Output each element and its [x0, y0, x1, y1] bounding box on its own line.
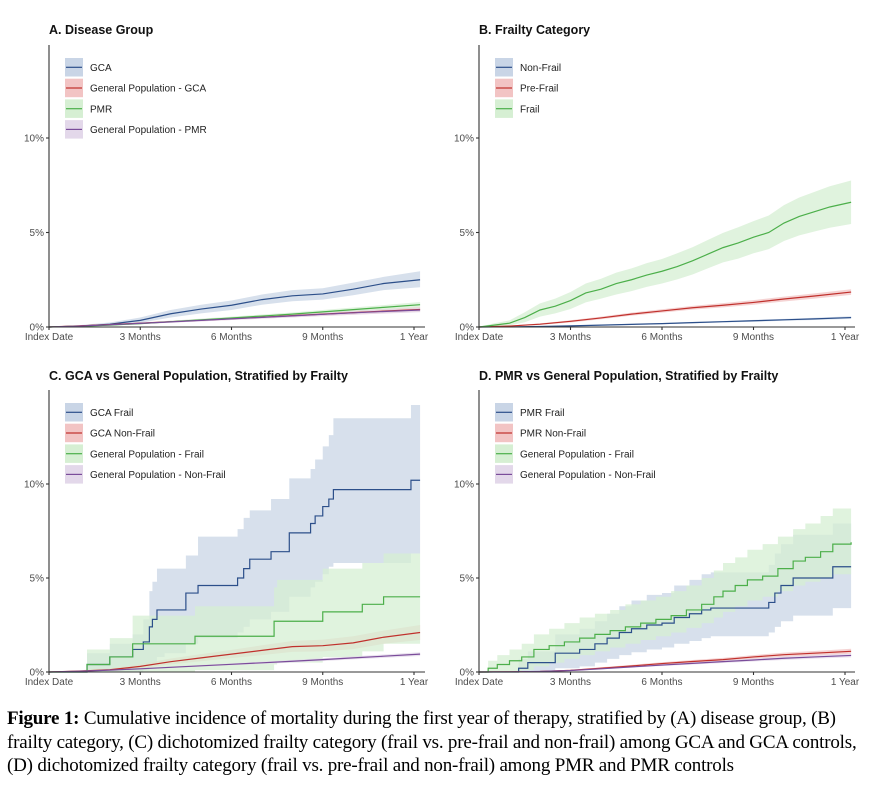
series-line-general-population-frail	[479, 542, 852, 673]
legend-item-pmr-non-frail: PMR Non-Frail	[495, 423, 586, 443]
x-tick-label: 3 Months	[550, 332, 591, 343]
legend-item-gca-non-frail: GCA Non-Frail	[65, 423, 155, 443]
x-tick-label: 9 Months	[302, 332, 343, 343]
legend-label: Pre-Frail	[520, 84, 558, 95]
legend-label: General Population - PMR	[90, 125, 207, 136]
x-tick-label: 1 Year	[400, 332, 429, 343]
x-tick-label: 1 Year	[400, 677, 429, 688]
x-tick-label: Index Date	[455, 677, 504, 688]
figure-1-cumulative-incidence: A. Disease Group 0% 5% 10% Index Date 3 Month…	[24, 23, 860, 688]
panel-title: D. PMR vs General Population, Stratified…	[479, 369, 778, 383]
x-tick-label: 6 Months	[211, 332, 252, 343]
plot-area	[48, 405, 421, 673]
legend-item-general-population-non-frail: General Population - Non-Frail	[495, 465, 656, 484]
legend: Non-Frail Pre-Frail Frail	[495, 58, 561, 118]
panel-title: C. GCA vs General Population, Stratified…	[49, 369, 348, 383]
x-tick-label: Index Date	[25, 677, 74, 688]
y-tick-label: 0%	[460, 323, 475, 334]
y-tick-label: 10%	[454, 134, 474, 145]
y-tick-label: 0%	[460, 668, 475, 679]
legend: GCA General Population - GCA PMR General Po…	[65, 58, 207, 139]
panel-d: D. PMR vs General Population, Stratified…	[454, 369, 860, 688]
x-tick-label: 1 Year	[831, 332, 860, 343]
plot-area	[478, 504, 852, 673]
y-tick-label: 5%	[30, 228, 45, 239]
y-tick-label: 10%	[24, 134, 44, 145]
x-tick-label: 3 Months	[120, 332, 161, 343]
x-tick-label: 1 Year	[831, 677, 860, 688]
series-line-general-population-non-frail	[478, 654, 852, 673]
legend-label: Non-Frail	[520, 63, 561, 74]
legend-label: General Population - Non-Frail	[90, 470, 226, 481]
y-tick-label: 5%	[30, 574, 45, 585]
x-tick-label: 9 Months	[733, 677, 774, 688]
legend-item-general-population-pmr: General Population - PMR	[65, 120, 207, 139]
x-tick-label: 6 Months	[641, 677, 682, 688]
y-tick-label: 0%	[30, 323, 45, 334]
y-tick-label: 5%	[460, 574, 475, 585]
plot-area	[478, 180, 852, 328]
legend: PMR Frail PMR Non-Frail General Population…	[495, 403, 656, 484]
caption-label: Figure 1:	[7, 708, 80, 729]
series-line-frail	[478, 201, 852, 328]
series-line-pre-frail	[478, 291, 852, 328]
series-line-general-population-frail	[49, 596, 421, 673]
legend-item-general-population-non-frail: General Population - Non-Frail	[65, 465, 226, 484]
x-tick-label: 6 Months	[641, 332, 682, 343]
caption-text: Cumulative incidence of mortality during…	[7, 708, 857, 776]
x-tick-label: 6 Months	[211, 677, 252, 688]
panel-title: B. Frailty Category	[479, 23, 590, 37]
series-line-pmr-frail	[479, 566, 852, 673]
legend-item-frail: Frail	[495, 99, 539, 118]
legend-label: General Population - Frail	[90, 449, 204, 460]
legend-item-pre-frail: Pre-Frail	[495, 78, 558, 98]
ci-band-general-population-non-frail	[479, 653, 852, 672]
legend-label: PMR	[90, 104, 112, 115]
plot-area	[48, 271, 421, 328]
x-tick-label: Index Date	[25, 332, 74, 343]
legend-label: Frail	[520, 104, 539, 115]
ci-band-general-population-frail	[479, 504, 852, 672]
legend-label: GCA Frail	[90, 408, 133, 419]
legend-item-general-population-frail: General Population - Frail	[65, 444, 204, 463]
panel-b: B. Frailty Category 0% 5% 10% Index Date 3 Mo…	[454, 23, 860, 343]
legend-label: PMR Non-Frail	[520, 429, 586, 440]
legend-item-pmr-frail: PMR Frail	[495, 403, 564, 422]
figure-caption: Figure 1: Cumulative incidence of mortal…	[7, 707, 867, 778]
y-tick-label: 0%	[30, 668, 45, 679]
legend-label: GCA Non-Frail	[90, 429, 155, 440]
x-tick-label: 9 Months	[733, 332, 774, 343]
y-tick-label: 10%	[454, 480, 474, 491]
legend-label: PMR Frail	[520, 408, 564, 419]
y-tick-label: 5%	[460, 228, 475, 239]
series-line-general-population-non-frail	[48, 653, 421, 673]
legend-label: General Population - GCA	[90, 84, 207, 95]
y-tick-label: 10%	[24, 480, 44, 491]
legend-item-gca-frail: GCA Frail	[65, 403, 133, 422]
series-line-general-population-pmr	[48, 309, 421, 328]
ci-band-general-population-pmr	[49, 307, 421, 327]
x-tick-label: Index Date	[455, 332, 504, 343]
ci-band-general-population-frail	[49, 553, 421, 672]
x-tick-label: 3 Months	[550, 677, 591, 688]
panel-a: A. Disease Group 0% 5% 10% Index Date 3 Month…	[24, 23, 429, 343]
series-line-gca-frail	[49, 479, 421, 673]
series-line-non-frail	[478, 316, 852, 328]
legend-item-general-population-gca: General Population - GCA	[65, 78, 207, 98]
legend-item-non-frail: Non-Frail	[495, 58, 561, 77]
ci-band-gca-frail	[49, 405, 421, 672]
ci-band-pmr-non-frail	[479, 648, 852, 672]
x-tick-label: 3 Months	[120, 677, 161, 688]
panel-title: A. Disease Group	[49, 23, 154, 37]
legend-item-general-population-frail: General Population - Frail	[495, 444, 634, 463]
legend-label: General Population - Frail	[520, 449, 634, 460]
legend-item-pmr: PMR	[65, 99, 112, 118]
legend: GCA Frail GCA Non-Frail General Population…	[65, 403, 226, 484]
x-tick-label: 9 Months	[302, 677, 343, 688]
legend-label: GCA	[90, 63, 112, 74]
legend-item-gca: GCA	[65, 58, 112, 77]
legend-label: General Population - Non-Frail	[520, 470, 656, 481]
ci-band-frail	[479, 180, 852, 327]
panel-c: C. GCA vs General Population, Stratified…	[24, 369, 429, 688]
